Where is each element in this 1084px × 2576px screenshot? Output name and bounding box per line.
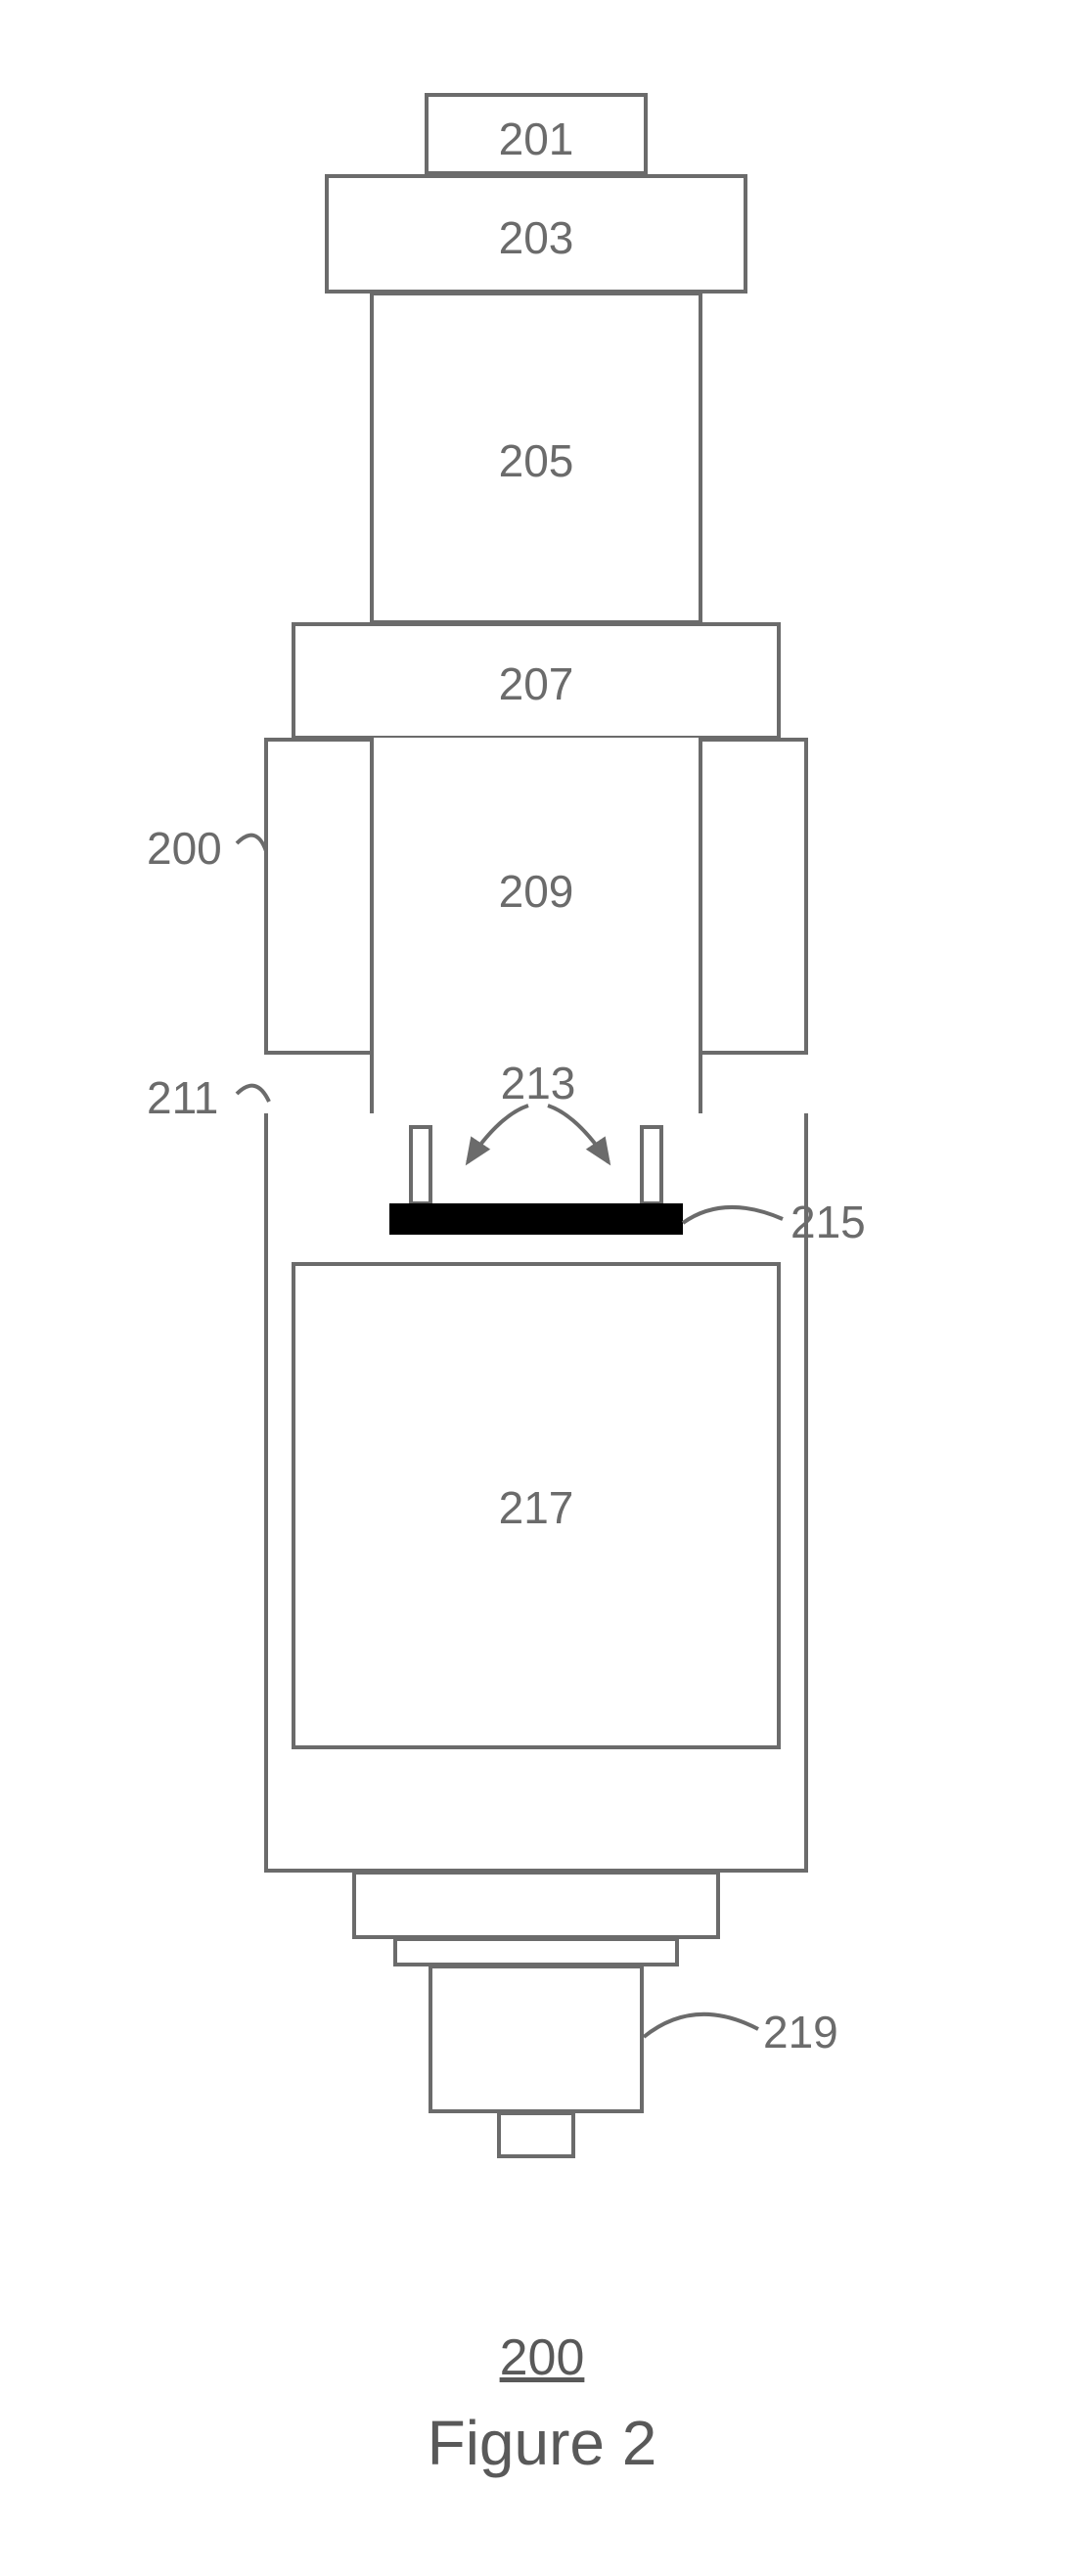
lead-219 (0, 0, 1084, 2576)
figure-caption: Figure 2 (0, 2407, 1084, 2479)
figure-number: 200 (0, 2328, 1084, 2387)
diagram-figure: 201 203 205 207 209 213 217 (0, 0, 1084, 2576)
